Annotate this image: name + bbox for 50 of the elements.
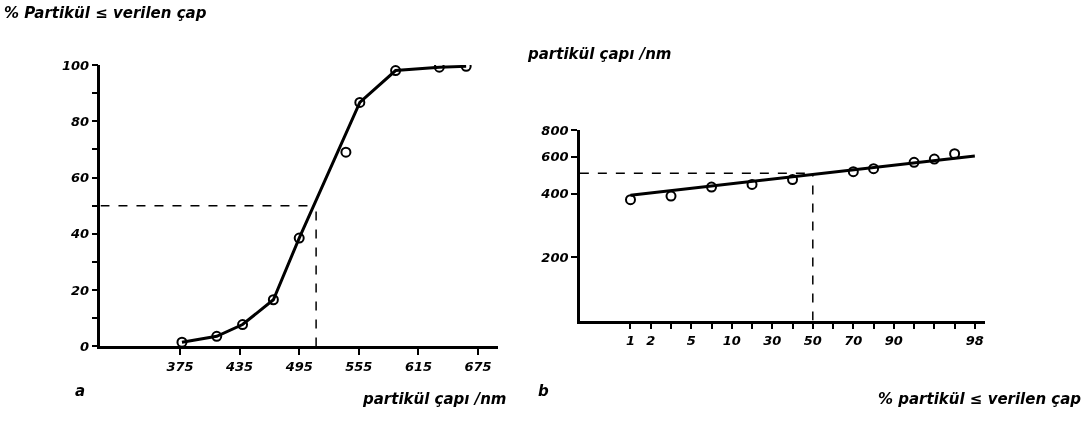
x-tick-label: 50 [803, 332, 822, 348]
point [746, 178, 758, 190]
point [293, 232, 305, 244]
y-axis-title: partikül çapı /nm [527, 45, 672, 63]
x-tick-label: 98 [965, 332, 984, 348]
point [868, 163, 880, 175]
y-tick-label: 400 [540, 186, 569, 202]
point [928, 153, 940, 165]
text: b [538, 382, 549, 400]
x-tick-label: 435 [225, 358, 254, 374]
x-tick-label: 70 [844, 332, 863, 348]
point [706, 181, 718, 193]
y-tick-label: 60 [71, 170, 90, 186]
x-tick-label: 555 [345, 358, 373, 374]
x-tick-label: 675 [464, 358, 492, 374]
text: a [75, 382, 86, 400]
point [211, 330, 223, 342]
point [267, 294, 279, 306]
point [847, 166, 859, 178]
x-tick-label: 5 [686, 332, 696, 348]
point [354, 96, 366, 108]
x-tick-label: 90 [884, 332, 903, 348]
y-tick-label: 20 [71, 282, 90, 298]
point [340, 146, 352, 158]
x-axis-title: % partikül ≤ verilen çap [878, 390, 1082, 408]
point [625, 194, 636, 206]
x-tick-label: 1 [625, 332, 636, 348]
point [949, 148, 961, 160]
point [433, 64, 445, 73]
x-tick-label: 10 [722, 332, 741, 348]
y-tick-label: 800 [541, 122, 569, 138]
x-tick-label: 495 [284, 358, 313, 374]
point [176, 336, 188, 347]
y-tick-label: 0 [80, 339, 90, 355]
point [908, 156, 920, 168]
x-tick-label: 30 [763, 332, 782, 348]
point [787, 174, 799, 186]
x-tick-label: 375 [166, 358, 194, 374]
y-tick-label: 600 [541, 149, 569, 165]
point [237, 319, 249, 331]
point [665, 190, 677, 202]
point [390, 65, 402, 77]
x-tick-label: 615 [404, 358, 433, 374]
x-tick-label: 2 [646, 332, 656, 348]
y-tick-label: 100 [61, 57, 90, 73]
y-axis-title: % Partikül ≤ verilen çap [4, 4, 207, 22]
y-tick-label: 80 [71, 113, 90, 129]
y-tick-label: 40 [70, 226, 90, 242]
y-tick-label: 200 [541, 249, 569, 265]
x-axis-title: partikül çapı /nm [362, 390, 507, 408]
